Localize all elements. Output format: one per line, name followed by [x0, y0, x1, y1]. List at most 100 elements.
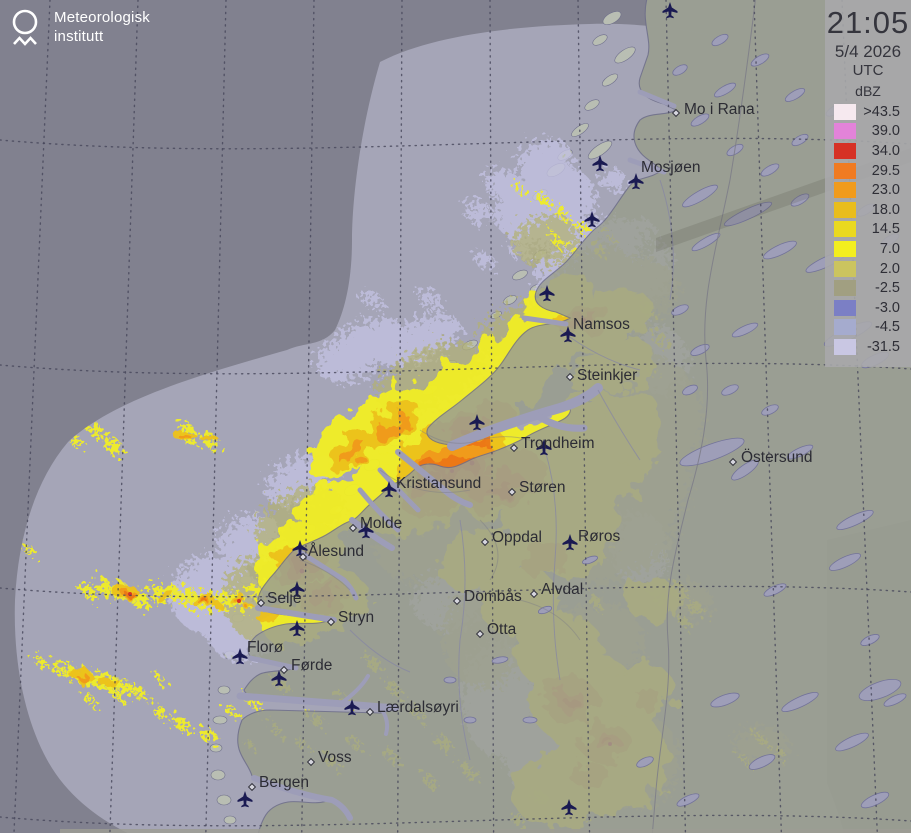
meridian-line — [109, 0, 139, 833]
town-label: Dombås — [464, 588, 522, 605]
legend-row: 39.0 — [825, 122, 911, 142]
meridian-line — [301, 0, 315, 833]
town-labels: Mo i Rana Mosjøen Namsos Steinkjer Trond… — [247, 101, 813, 791]
town-marker-icon — [475, 629, 485, 639]
town-marker-icon — [452, 596, 462, 606]
town-label: Lærdalsøyri — [377, 699, 459, 716]
brand-line2: institutt — [54, 28, 104, 45]
legend-swatch — [834, 260, 856, 277]
legend-value: 34.0 — [871, 142, 900, 159]
legend-swatch — [834, 142, 856, 159]
legend-swatch — [834, 103, 856, 120]
legend-unit: dBZ — [855, 83, 881, 99]
town-marker-icon — [306, 757, 316, 767]
town-markers — [247, 108, 738, 792]
legend-value: 2.0 — [879, 260, 900, 277]
legend-row: 29.5 — [825, 161, 911, 181]
legend-swatch — [834, 338, 856, 355]
meridian-line — [205, 0, 227, 833]
date: 5/4 2026 — [834, 42, 902, 61]
town-label: Ålesund — [308, 543, 364, 560]
legend-value: -3.0 — [875, 299, 900, 316]
parallel-line — [0, 137, 911, 150]
town-label: Oppdal — [492, 529, 542, 546]
town-marker-icon — [348, 523, 358, 533]
legend-row: >43.5 — [825, 102, 911, 122]
town-marker-icon — [565, 372, 575, 382]
parallel-line — [0, 814, 911, 827]
legend-swatch — [834, 319, 856, 336]
parallel-line — [0, 585, 911, 598]
town-marker-icon — [256, 598, 266, 608]
meridian-line — [753, 0, 783, 833]
meridian-line — [665, 0, 687, 833]
town-marker-icon — [480, 537, 490, 547]
legend-swatch — [834, 123, 856, 140]
town-marker-icon — [326, 617, 336, 627]
town-label: Otta — [487, 621, 517, 638]
town-label: Östersund — [741, 448, 813, 466]
town-marker-icon — [507, 487, 517, 497]
legend-swatch — [834, 201, 856, 218]
legend-row: 7.0 — [825, 239, 911, 259]
town-marker-icon — [728, 457, 738, 467]
legend-swatch — [834, 182, 856, 199]
legend-value: -4.5 — [875, 319, 900, 336]
legend-value: 14.5 — [871, 221, 900, 238]
town-label: Steinkjer — [577, 367, 637, 384]
town-label: Støren — [519, 479, 566, 496]
legend-row: 18.0 — [825, 200, 911, 220]
legend-swatch — [834, 299, 856, 316]
meridian-line — [489, 0, 495, 833]
legend-value: 18.0 — [871, 201, 900, 218]
legend-swatch — [834, 240, 856, 257]
town-marker-icon — [298, 552, 308, 562]
town-label: Trondheim — [521, 435, 595, 452]
town-label: Selje — [267, 590, 301, 607]
town-marker-icon — [671, 108, 681, 118]
town-label: Mosjøen — [641, 159, 700, 176]
town-label: Molde — [360, 515, 402, 532]
legend-row: -31.5 — [825, 337, 911, 357]
meridian-line — [13, 0, 51, 833]
meridian-line — [577, 0, 591, 833]
town-label: Røros — [578, 528, 620, 545]
brand-line1: Meteorologisk — [54, 9, 150, 26]
legend-row: 23.0 — [825, 180, 911, 200]
town-label: Namsos — [573, 316, 630, 333]
meridian-line — [841, 0, 878, 833]
town-marker-icon — [279, 665, 289, 675]
town-label: Førde — [291, 657, 332, 674]
town-label: Alvdal — [541, 581, 583, 598]
legend-value: -31.5 — [866, 338, 900, 355]
town-label: Florø — [247, 639, 284, 656]
town-label: Bergen — [259, 774, 309, 791]
legend-row: 14.5 — [825, 220, 911, 240]
legend-row: -2.5 — [825, 278, 911, 298]
legend-row: 2.0 — [825, 259, 911, 279]
meridian-line — [396, 0, 403, 833]
legend-value: 29.5 — [871, 162, 900, 179]
town-label: Kristiansund — [396, 475, 481, 492]
legend-row: 34.0 — [825, 141, 911, 161]
parallel-line — [0, 362, 911, 375]
town-marker-icon — [365, 707, 375, 717]
legend-swatch — [834, 221, 856, 238]
town-marker-icon — [529, 589, 539, 599]
legend-row: -4.5 — [825, 318, 911, 338]
legend-row: -3.0 — [825, 298, 911, 318]
legend-swatch — [834, 162, 856, 179]
legend-value: 7.0 — [879, 240, 900, 257]
legend-value: -2.5 — [875, 280, 900, 297]
town-label: Stryn — [338, 609, 374, 626]
met-logo: Meteorologisk institutt — [10, 8, 150, 50]
legend-panel: 21:05 5/4 2026 UTC dBZ >43.5 39.0 34.0 2… — [825, 0, 911, 367]
town-marker-icon — [509, 443, 519, 453]
town-label: Voss — [318, 749, 352, 766]
legend-value: 23.0 — [871, 182, 900, 199]
timestamp: 21:05 — [826, 5, 910, 40]
met-logo-icon — [12, 9, 38, 46]
timezone: UTC — [852, 62, 884, 79]
